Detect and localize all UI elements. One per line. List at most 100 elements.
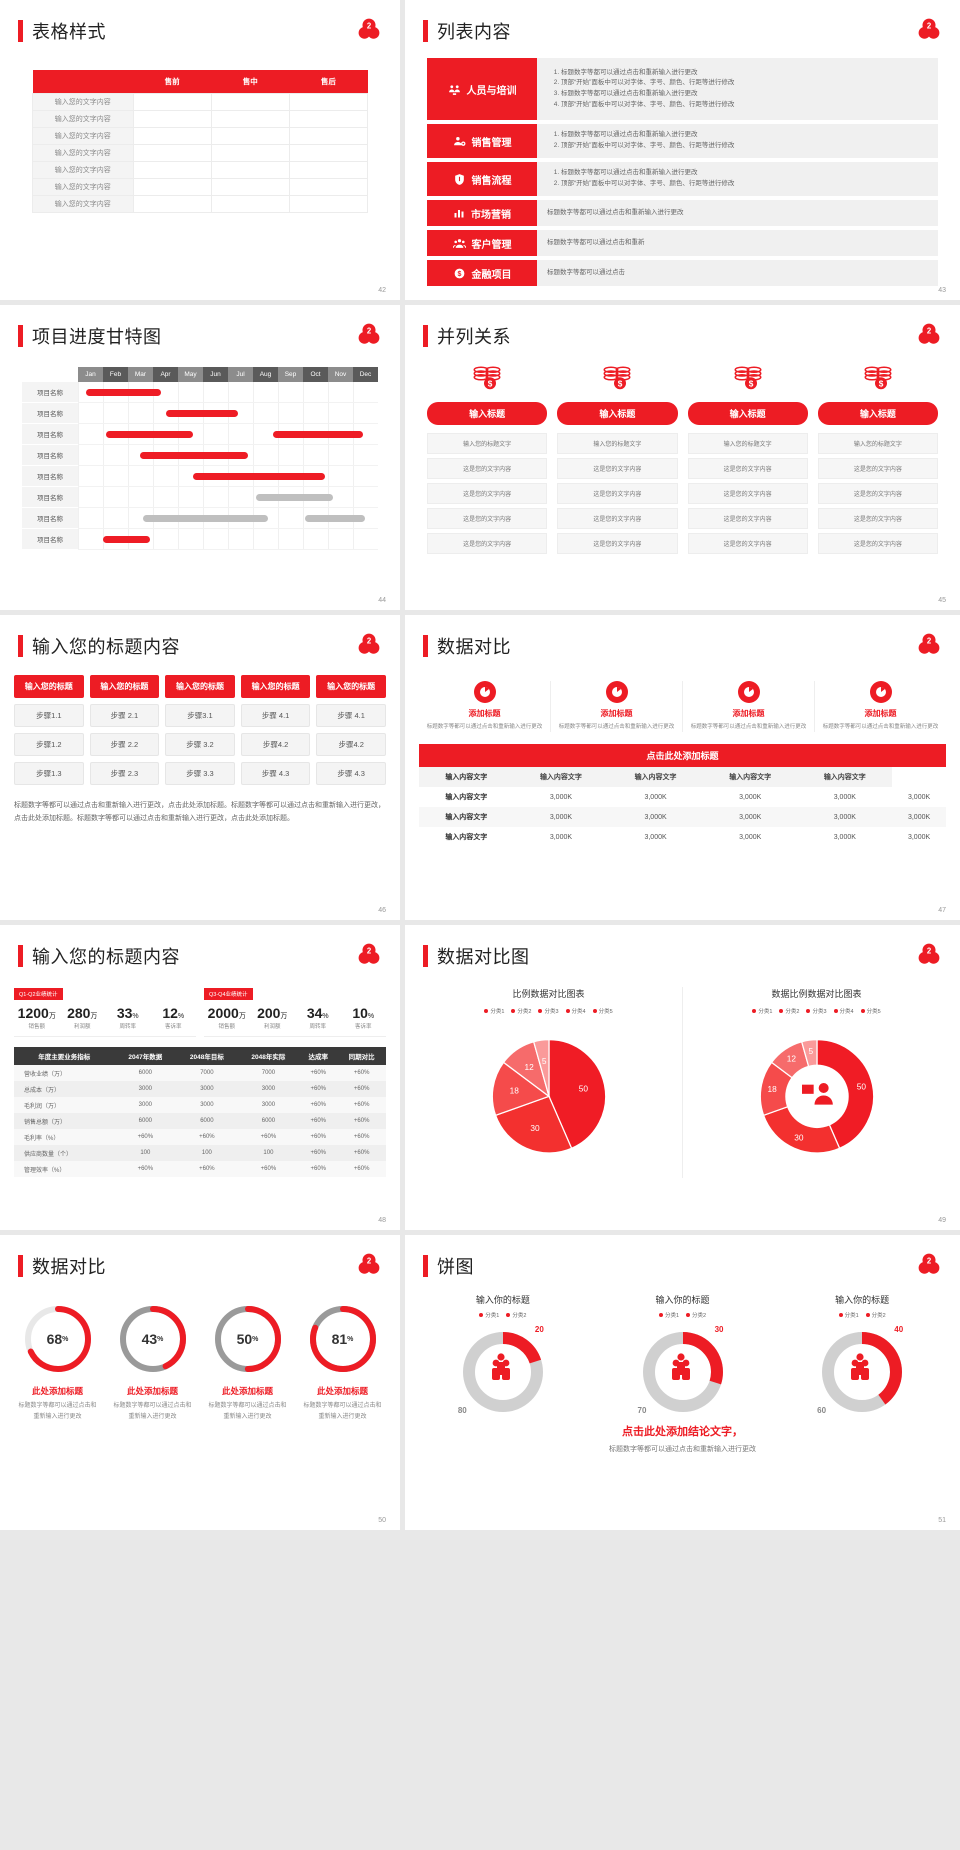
column-title[interactable]: 输入标题 (687, 402, 808, 425)
table-cell: 3000 (237, 1097, 300, 1113)
kpi-label: 客诉率 (354, 1024, 372, 1030)
column-title[interactable]: 输入标题 (427, 402, 548, 425)
kpi-label: 客诉率 (164, 1024, 182, 1030)
people-icon (671, 1353, 690, 1380)
table-cell: +60% (337, 1161, 386, 1177)
table-header: 输入内容文字 (608, 767, 703, 788)
parallel-column: $ 输入标题 输入您的标题文字 这是您的文字内容 这是您的文字内容 这是您的文字内容这… (687, 365, 808, 558)
brand-logo-icon: 2 (918, 943, 940, 964)
cell (210, 161, 290, 179)
legend-dot (484, 1009, 489, 1013)
ring-wrapper: 81% (305, 1301, 381, 1377)
list-item-text: 标题数字等都可以通过点击和重新输入进行更改 (537, 200, 938, 226)
list-item[interactable]: 销售管理 标题数字等都可以通过点击和重新输入进行更改 顶部“开始”面板中可以对字… (427, 124, 938, 158)
slide-kpi: 输入您的标题内容 2 Q1-Q2业绩统计 1200万 销售额 280万 利润额 … (0, 925, 405, 1235)
kpi-cell: 1200万 销售额 (14, 1001, 60, 1036)
slide-header: 表格样式 (0, 0, 400, 44)
list-item-button-finance-project[interactable]: $ 金融项目 (427, 260, 537, 286)
list-item[interactable]: 销售流程 标题数字等都可以通过点击和重新输入进行更改 顶部“开始”面板中可以对字… (427, 162, 938, 196)
table-cell: +60% (299, 1145, 338, 1161)
svg-text:2: 2 (367, 21, 372, 30)
cell (132, 127, 212, 145)
slide-steps: 输入您的标题内容 2 输入您的标题 步骤1.1 步骤1.2 步骤1.3 输入您的标题… (0, 615, 405, 925)
pie-slice (494, 1095, 572, 1154)
column-cell: 输入您的标题文字 (817, 433, 938, 454)
svg-text:2: 2 (367, 1256, 372, 1265)
table-cell: 3,000K (833, 833, 856, 841)
table-cell: +60% (299, 1097, 338, 1113)
pie-icon (479, 687, 490, 697)
gantt-row: 项目名称 (22, 529, 378, 550)
gantt-track (78, 466, 378, 487)
page-number: 51 (938, 1517, 946, 1524)
cell (210, 110, 290, 128)
list-item[interactable]: 人员与培训 标题数字等都可以通过点击和重新输入进行更改 顶部“开始”面板中可以对… (427, 58, 938, 120)
table-header: 2048年目标 (176, 1047, 238, 1065)
table-row: 营收业绩（万） 6000 7000 7000 +60% +60% (14, 1065, 386, 1081)
step-header[interactable]: 输入您的标题 (165, 675, 235, 698)
pie-icon (743, 687, 754, 697)
step-cell: 步骤 3.2 (165, 733, 235, 756)
list-item[interactable]: 市场营销 标题数字等都可以通过点击和重新输入进行更改 (427, 200, 938, 226)
chart-title: 比例数据对比图表 (512, 989, 585, 999)
list-item-button-marketing[interactable]: 市场营销 (427, 200, 537, 226)
table-cell: 3,000K (549, 833, 573, 841)
brand-logo-icon: 2 (358, 18, 380, 39)
table-cell: +60% (337, 1129, 386, 1145)
step-column: 输入您的标题 步骤1.1 步骤1.2 步骤1.3 (14, 675, 84, 791)
step-header[interactable]: 输入您的标题 (14, 675, 84, 698)
legend-dot (860, 1009, 865, 1013)
pie-label: 50 (578, 1084, 588, 1094)
list-item[interactable]: $ 金融项目 标题数字等都可以通过点击 (427, 260, 938, 286)
list-item-button-sales-process[interactable]: 销售流程 (427, 162, 537, 196)
column-title[interactable]: 输入标题 (817, 402, 938, 425)
step-cell: 步骤 4.3 (240, 762, 311, 785)
card-desc: 标题数字等都可以通过点击和重新输入进行更改 (690, 724, 807, 730)
svg-text:$: $ (748, 380, 753, 389)
table-row: 供应商数量（个） 100 100 100 +60% +60% (14, 1145, 386, 1161)
ring-caption: 此处添加标题 (221, 1386, 273, 1396)
table-cell: 管理效率（%） (14, 1161, 115, 1177)
gantt-row-label: 项目名称 (22, 508, 78, 529)
table-cell: +60% (299, 1129, 338, 1145)
column-title[interactable]: 输入标题 (557, 402, 678, 425)
gantt-row-label: 项目名称 (22, 382, 78, 403)
table-cell: 6000 (114, 1113, 177, 1129)
list-item[interactable]: 客户管理 标题数字等都可以通过点击和重新 (427, 230, 938, 256)
legend-dot (806, 1009, 811, 1013)
gantt-bar (85, 389, 161, 396)
comparison-card: 添加标题 标题数字等都可以通过点击和重新输入进行更改 (551, 681, 683, 733)
page-title: 表格样式 (32, 22, 106, 42)
card-desc: 标题数字等都可以通过点击和重新输入进行更改 (426, 724, 543, 730)
card-desc: 标题数字等都可以通过点击和重新输入进行更改 (558, 724, 675, 730)
table-cell: 3,000K (644, 793, 667, 801)
list-item-button-sales-management[interactable]: 销售管理 (427, 124, 537, 158)
step-cell: 步骤1.1 (14, 704, 84, 727)
step-header[interactable]: 输入您的标题 (316, 675, 386, 698)
table-cell: 营收业绩（万） (14, 1065, 115, 1081)
slide-pie-people: 饼图 2 输入你的标题 分类1 分类2 20 80 输入你的标题 分类1 分 (405, 1235, 960, 1535)
step-header[interactable]: 输入您的标题 (240, 675, 311, 698)
gantt-month: Mar (128, 367, 153, 382)
slide-list-content: 列表内容 2 人员与培训 标题数字等都可以通过点击和重新输入进行更改 顶部“开始… (405, 0, 960, 305)
list-item-button-customer-management[interactable]: 客户管理 (427, 230, 537, 256)
list-item-text: 标题数字等都可以通过点击和重新输入进行更改 顶部“开始”面板中可以对字体、字号、… (537, 58, 938, 120)
step-header[interactable]: 输入您的标题 (89, 675, 160, 698)
table-cell: +60% (337, 1113, 386, 1129)
gantt-month: Jul (228, 367, 253, 382)
list-line: 标题数字等都可以通过点击和重新输入进行更改 (547, 208, 684, 216)
ring-column: 50% 此处添加标题 标题数字等都可以通过点击和重新输入进行更改 (200, 1301, 295, 1423)
table-cell: +60% (299, 1065, 338, 1081)
kpi-cell: 280万 利润额 (60, 1001, 106, 1036)
chart-pie: 比例数据对比图表 分类1 分类2 分类3 分类4 分类5 50 30 18 12 5 (415, 987, 683, 1178)
list-item-button-people-training[interactable]: 人员与培训 (427, 58, 537, 120)
column-cell: 这是您的文字内容 (687, 483, 808, 504)
page-title: 数据对比图 (437, 947, 530, 967)
svg-text:$: $ (618, 380, 623, 389)
kpi-label: 利润额 (263, 1024, 281, 1030)
cell (132, 93, 212, 111)
parallel-column: $ 输入标题 输入您的标题文字 这是您的文字内容 这是您的文字内容 这是您的文字内容这… (557, 365, 678, 558)
slide-data-comparison: 数据对比 2 添加标题 标题数字等都可以通过点击和重新输入进行更改 添加标题 标… (405, 615, 960, 925)
kpi-cell: 2000万 销售额 (204, 1001, 250, 1036)
column-cell: 这是您的文字内容 (427, 533, 548, 554)
